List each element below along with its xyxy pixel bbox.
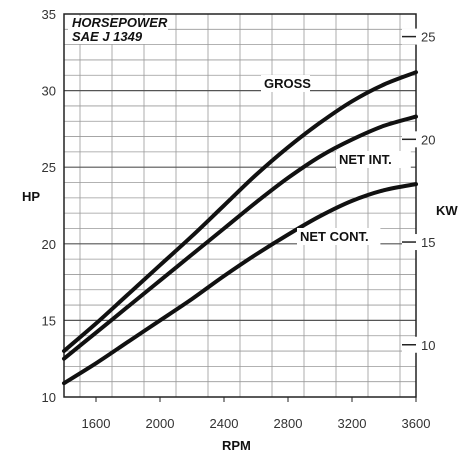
y-tick-label: 25	[42, 160, 56, 175]
y-tick-label: 15	[42, 313, 56, 328]
y-tick-label: 20	[42, 237, 56, 252]
x-tick-label: 2400	[210, 416, 239, 431]
x-tick-label: 3600	[402, 416, 431, 431]
series-label: NET CONT.	[300, 229, 369, 244]
series-labels: GROSS NET INT. NET CONT.	[261, 75, 411, 245]
y2-tick-label: 15	[421, 235, 435, 250]
series-label: GROSS	[264, 76, 311, 91]
y-tick-label: 10	[42, 390, 56, 405]
y2-tick-label: 25	[421, 30, 435, 45]
y-tick-label: 30	[42, 84, 56, 99]
axis-ticks: 1600 2000 2400 2800 3200 3600 10 15 20 25 30 35 10 15…	[42, 7, 436, 431]
series-label-background	[261, 75, 310, 92]
y2-tick-background	[402, 28, 436, 45]
y2-axis-label: KW	[436, 203, 458, 218]
chart-subtitle: SAE J 1349	[72, 29, 143, 44]
grid	[64, 14, 416, 397]
y2-tick-background	[402, 234, 436, 251]
y2-tick-background	[402, 131, 436, 148]
x-tick-label: 1600	[82, 416, 111, 431]
series-label-background	[297, 228, 381, 245]
series-label-background	[336, 151, 411, 168]
series-line	[62, 70, 418, 353]
y2-tick-label: 20	[421, 132, 435, 147]
x-tick-label: 3200	[338, 416, 367, 431]
x-tick-label: 2000	[146, 416, 175, 431]
x-axis-label: RPM	[222, 438, 251, 453]
plot-frame	[63, 13, 417, 398]
title-box	[68, 16, 168, 44]
y-tick-label: 35	[42, 7, 56, 22]
y2-tick-background	[402, 336, 436, 353]
series-label: NET INT.	[339, 152, 392, 167]
x-tick-label: 2800	[274, 416, 303, 431]
series-line	[62, 182, 418, 386]
y2-tick-label: 10	[421, 338, 435, 353]
series-line	[62, 114, 418, 361]
series-lines	[62, 70, 418, 386]
chart-title: HORSEPOWER	[72, 15, 168, 30]
y-axis-label: HP	[22, 189, 40, 204]
